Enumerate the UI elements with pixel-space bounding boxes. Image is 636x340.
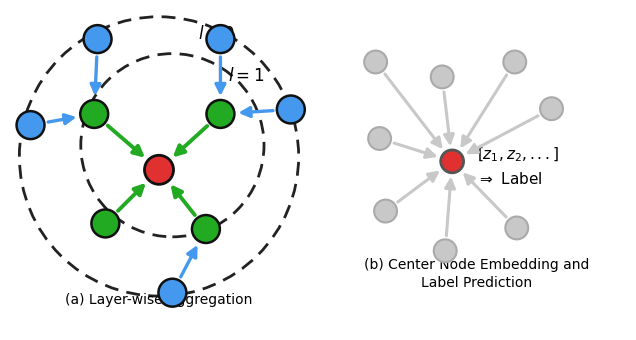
- Text: $l = 1$: $l = 1$: [228, 67, 265, 85]
- Text: (b) Center Node Embedding and
Label Prediction: (b) Center Node Embedding and Label Pred…: [364, 258, 590, 290]
- Circle shape: [506, 217, 528, 239]
- Circle shape: [17, 111, 45, 139]
- Circle shape: [144, 155, 174, 184]
- Circle shape: [368, 127, 391, 150]
- Circle shape: [540, 97, 563, 120]
- Circle shape: [374, 200, 397, 222]
- Circle shape: [431, 66, 453, 88]
- Circle shape: [434, 239, 457, 262]
- Circle shape: [364, 51, 387, 73]
- Circle shape: [277, 96, 305, 123]
- Text: (a) Layer-wise Aggregation: (a) Layer-wise Aggregation: [66, 292, 252, 307]
- Circle shape: [83, 25, 111, 53]
- Circle shape: [441, 150, 464, 173]
- Circle shape: [158, 279, 186, 307]
- Circle shape: [80, 100, 108, 128]
- Circle shape: [503, 51, 526, 73]
- Text: $l = 0$: $l = 0$: [198, 24, 235, 42]
- Circle shape: [207, 100, 235, 128]
- Circle shape: [92, 209, 120, 237]
- Circle shape: [192, 215, 220, 243]
- Circle shape: [207, 25, 235, 53]
- Text: $[z_1, z_2, ...]$
$\Rightarrow$ Label: $[z_1, z_2, ...]$ $\Rightarrow$ Label: [477, 145, 559, 187]
